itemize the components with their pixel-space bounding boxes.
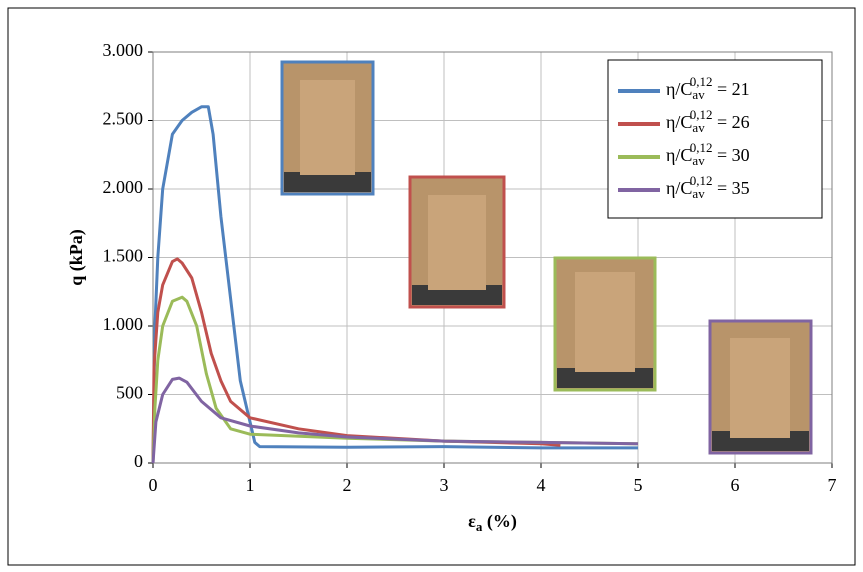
legend-rest: = 30: [712, 145, 749, 165]
x-label-main: ε: [468, 511, 476, 531]
legend-sub: av: [692, 87, 705, 102]
data-line: [151, 376, 639, 464]
legend-rest: = 26: [712, 112, 749, 132]
legend-sub: av: [692, 153, 705, 168]
y-tick-label: 1.000: [103, 314, 144, 334]
legend-sub: av: [692, 120, 705, 135]
legend-label: η/Cav0,12 = 35: [666, 173, 750, 201]
legend-sub: av: [692, 186, 705, 201]
legend-sup: 0,12: [690, 140, 713, 155]
x-tick-label: 0: [149, 475, 158, 495]
photo-26: [408, 175, 506, 309]
legend-rest: = 21: [712, 79, 749, 99]
legend-label: η/Cav0,12 = 26: [666, 107, 750, 135]
legend-label: η/Cav0,12 = 30: [666, 140, 750, 168]
y-tick-label: 3.000: [103, 40, 144, 60]
legend-base: η/C: [666, 178, 692, 198]
x-axis-label: εa (%): [468, 511, 517, 534]
y-tick-label: 500: [116, 383, 143, 403]
x-tick-label: 3: [440, 475, 449, 495]
legend-rest: = 35: [712, 178, 749, 198]
specimen-photos: [280, 60, 813, 455]
legend-label: η/Cav0,12 = 21: [666, 74, 750, 102]
x-tick-label: 7: [828, 475, 837, 495]
legend-sup: 0,12: [690, 74, 713, 89]
legend-base: η/C: [666, 79, 692, 99]
y-tick-label: 2.500: [103, 109, 144, 129]
legend-sup: 0,12: [690, 107, 713, 122]
photo-30: [553, 256, 657, 392]
x-tick-label: 4: [537, 475, 546, 495]
x-tick-label: 2: [343, 475, 352, 495]
photo-21: [280, 60, 375, 196]
y-tick-label: 0: [134, 451, 143, 471]
x-label-rest: (%): [482, 511, 517, 532]
plot-border: [152, 51, 833, 464]
legend-base: η/C: [666, 112, 692, 132]
y-axis-label: q (kPa): [66, 229, 87, 286]
x-tick-label: 5: [634, 475, 643, 495]
legend-base: η/C: [666, 145, 692, 165]
data-line: [151, 105, 638, 464]
x-label-sub: a: [476, 519, 483, 534]
y-tick-label: 1.500: [103, 246, 144, 266]
x-tick-label: 1: [246, 475, 255, 495]
y-tick-label: 2.000: [103, 177, 144, 197]
x-tick-label: 6: [731, 475, 740, 495]
legend-sup: 0,12: [690, 173, 713, 188]
photo-35: [708, 319, 813, 455]
legend: η/Cav0,12 = 21η/Cav0,12 = 26η/Cav0,12 = …: [607, 59, 823, 219]
